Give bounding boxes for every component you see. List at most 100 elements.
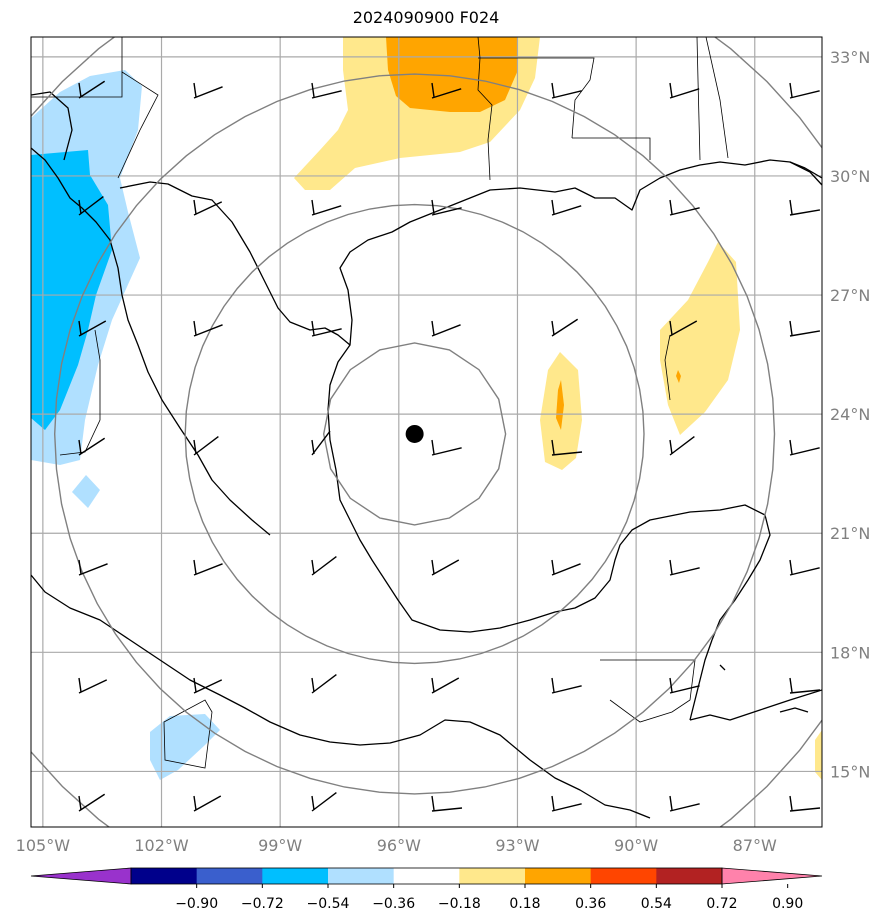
negative-field-dark	[31, 150, 112, 430]
yucatan-east-coast	[689, 639, 713, 721]
colorbar-segment	[590, 868, 657, 884]
wind-barb	[193, 199, 223, 216]
wind-barb	[78, 196, 104, 216]
latitude-tick-label: 30°N	[830, 167, 870, 186]
wind-barb	[789, 677, 821, 694]
colorbar-tick-label: 0.54	[641, 896, 672, 912]
colorbar-segment	[525, 868, 592, 884]
mexico-state-border-east	[59, 329, 101, 456]
latitude-tick-label: 21°N	[830, 524, 870, 543]
wind-barb	[311, 82, 342, 99]
wind-barb	[431, 320, 461, 337]
latitude-labels: 33°N 30°N 27°N 24°N 21°N 18°N 15°N	[830, 48, 870, 782]
wind-barb	[551, 82, 582, 99]
colorbar-segment	[656, 868, 723, 884]
wind-barb	[551, 795, 582, 812]
positive-field-east-orange	[676, 370, 681, 383]
latitude-tick-label: 15°N	[830, 762, 870, 781]
cuba-coast	[719, 664, 809, 713]
pacific-coast-mexico	[31, 574, 651, 819]
positive-field-edge	[815, 730, 822, 780]
us-state-border-2	[478, 57, 595, 139]
wind-barb	[193, 677, 223, 694]
colorbar-segment	[328, 868, 395, 884]
latitude-tick-label: 18°N	[830, 643, 870, 662]
wind-barb	[789, 82, 820, 99]
colorbar-segment	[196, 868, 263, 884]
range-ring	[53, 73, 776, 795]
wind-barb	[78, 559, 108, 576]
wind-barb	[78, 793, 106, 812]
us-state-border-1	[477, 37, 493, 181]
wind-barb	[78, 320, 107, 337]
wind-barb	[551, 677, 582, 694]
longitude-tick-label: 105°W	[16, 836, 71, 855]
wind-barb	[431, 199, 462, 216]
wind-barb	[551, 559, 581, 576]
wind-barb	[431, 677, 460, 694]
wind-barb	[789, 439, 820, 456]
wind-barb	[551, 439, 583, 456]
wind-barbs	[78, 80, 821, 812]
mexico-state-border-north	[117, 71, 159, 179]
us-mexico-border	[31, 37, 123, 98]
longitude-tick-label: 99°W	[258, 836, 302, 855]
wind-barb	[551, 199, 582, 216]
colorbar-segment	[459, 868, 526, 884]
longitude-tick-label: 90°W	[614, 836, 658, 855]
wind-barb	[669, 320, 698, 337]
florida-coast	[789, 161, 822, 179]
wind-barb	[669, 436, 695, 456]
colorbar-segment	[393, 868, 460, 884]
positive-field-east-light	[660, 242, 740, 435]
coastlines	[31, 91, 822, 819]
colorbar-tick-label: 0.72	[706, 896, 737, 912]
negative-field-small	[72, 475, 100, 508]
pacific-coast-north	[31, 147, 271, 536]
us-state-border-5	[705, 37, 729, 159]
wind-barb	[431, 559, 460, 576]
colorbar-tick-label: 0.18	[509, 896, 540, 912]
us-state-border-3	[572, 137, 651, 160]
wind-barb	[669, 82, 700, 99]
wind-barb	[669, 559, 700, 576]
wind-barb	[789, 559, 820, 576]
map-frame	[30, 36, 823, 828]
colorbar-outline	[130, 867, 723, 885]
wind-barb	[193, 436, 219, 456]
latitude-tick-label: 24°N	[830, 405, 870, 424]
wind-barb	[311, 792, 337, 812]
longitude-tick-label: 96°W	[377, 836, 421, 855]
wind-barb	[193, 82, 223, 99]
wind-barb	[78, 677, 108, 694]
wind-barb	[311, 674, 337, 694]
field-shading	[31, 37, 822, 780]
storm-center-marker	[405, 424, 424, 443]
wind-barb	[431, 795, 463, 812]
colorbar-lower-extend	[30, 867, 132, 885]
wind-barb	[431, 82, 462, 99]
wind-barb	[789, 795, 821, 812]
graticule	[31, 37, 822, 827]
yucatan-state-border	[664, 334, 671, 401]
wind-barb	[311, 320, 342, 337]
page-title: 2024090900 F024	[352, 8, 500, 27]
latitude-tick-label: 33°N	[830, 48, 870, 67]
wind-barb	[193, 320, 223, 337]
wind-barb	[78, 80, 106, 99]
wind-barb	[551, 318, 579, 337]
wind-barb	[311, 430, 331, 456]
colorbar: −0.90 −0.72 −0.54 −0.36 −0.18 0.18 0.36 0.54 0.7…	[30, 867, 823, 912]
wind-barb	[789, 320, 821, 337]
colorbar-tick-label: −0.54	[307, 896, 350, 912]
colorbar-tick-label: −0.36	[372, 896, 415, 912]
colorbar-tick-label: 0.36	[575, 896, 606, 912]
wind-barb	[193, 795, 222, 812]
colorbar-upper-extend	[721, 867, 823, 885]
colorbar-segment	[262, 868, 329, 884]
colorbar-tick-label: −0.90	[175, 896, 218, 912]
wind-barb	[789, 199, 821, 216]
positive-field-central-orange	[556, 380, 564, 430]
colorbar-tick-label: 0.90	[772, 896, 803, 912]
